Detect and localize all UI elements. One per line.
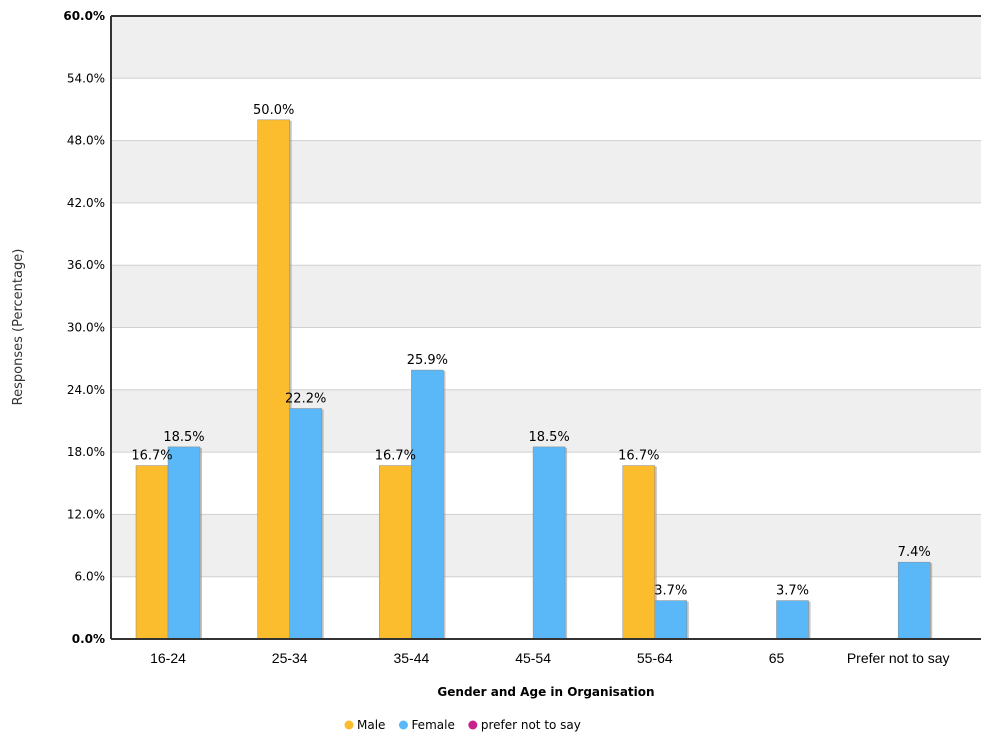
x-axis-title: Gender and Age in Organisation	[437, 685, 654, 699]
x-tick-label: Prefer not to say	[847, 650, 950, 666]
legend-marker	[468, 720, 478, 730]
x-tick-label: 55-64	[637, 650, 673, 666]
plot-band	[111, 140, 981, 203]
bar-male	[622, 465, 656, 640]
y-tick-label: 48.0%	[67, 134, 105, 148]
data-label: 18.5%	[163, 430, 204, 445]
bar-male	[379, 465, 412, 640]
legend-label: Male	[357, 718, 385, 732]
plot-band	[111, 202, 981, 266]
bar-female	[776, 600, 809, 640]
y-tick-label: 60.0%	[63, 9, 105, 23]
data-label: 18.5%	[528, 430, 569, 445]
y-tick-label: 12.0%	[67, 507, 105, 521]
x-tick-label: 35-44	[393, 650, 429, 666]
bar-female	[897, 561, 931, 640]
bar-male	[257, 119, 290, 640]
x-tick-label: 65	[769, 650, 785, 666]
data-label: 25.9%	[407, 353, 448, 368]
bar-female	[289, 408, 322, 640]
y-tick-label: 36.0%	[67, 258, 105, 272]
bar-male	[135, 465, 169, 640]
y-axis-title: Responses (Percentage)	[11, 249, 26, 406]
bar-female	[411, 369, 444, 640]
plot-band	[111, 327, 981, 390]
data-label: 16.7%	[131, 449, 172, 464]
y-tick-label: 24.0%	[67, 383, 105, 397]
y-tick-label: 18.0%	[67, 445, 105, 459]
y-tick-label: 54.0%	[67, 71, 105, 85]
y-tick-label: 30.0%	[67, 321, 105, 335]
data-label: 50.0%	[253, 103, 294, 118]
legend-marker	[344, 720, 354, 730]
data-label: 22.2%	[285, 391, 326, 406]
x-tick-label: 45-54	[515, 650, 551, 666]
x-tick-label: 16-24	[150, 650, 186, 666]
plot-background	[111, 16, 981, 639]
legend-label: Female	[411, 718, 454, 732]
bars	[135, 119, 933, 640]
data-label: 3.7%	[776, 584, 809, 599]
data-label: 16.7%	[375, 449, 416, 464]
plot-band	[111, 265, 981, 328]
y-tick-label: 6.0%	[75, 570, 106, 584]
legend-label: prefer not to say	[481, 718, 581, 732]
legend-marker	[398, 720, 408, 730]
plot-band	[111, 78, 981, 141]
x-tick-label: 25-34	[272, 650, 308, 666]
plot-band	[111, 16, 981, 79]
y-tick-label: 42.0%	[67, 196, 105, 210]
bar-female	[532, 446, 566, 640]
data-label: 3.7%	[654, 584, 687, 599]
data-label: 16.7%	[618, 449, 659, 464]
legend: Male Female prefer not to say	[344, 718, 581, 732]
data-labels: 16.7% 18.5% 50.0% 22.2% 16.7% 25.9% 18.5% 16.7%…	[131, 103, 930, 599]
data-label: 7.4%	[898, 545, 931, 560]
bar-female	[654, 600, 688, 640]
y-tick-label: 0.0%	[72, 632, 105, 646]
plot-band	[111, 389, 981, 453]
bar-female	[167, 446, 201, 640]
x-tick-labels: 16-24 25-34 35-44 45-54 55-64 65 Prefer not to…	[150, 650, 949, 666]
axes	[110, 15, 981, 640]
y-tick-labels: 0.0% 6.0% 12.0% 18.0% 24.0% 30.0% 36.0% 42.0% 48…	[63, 9, 105, 646]
